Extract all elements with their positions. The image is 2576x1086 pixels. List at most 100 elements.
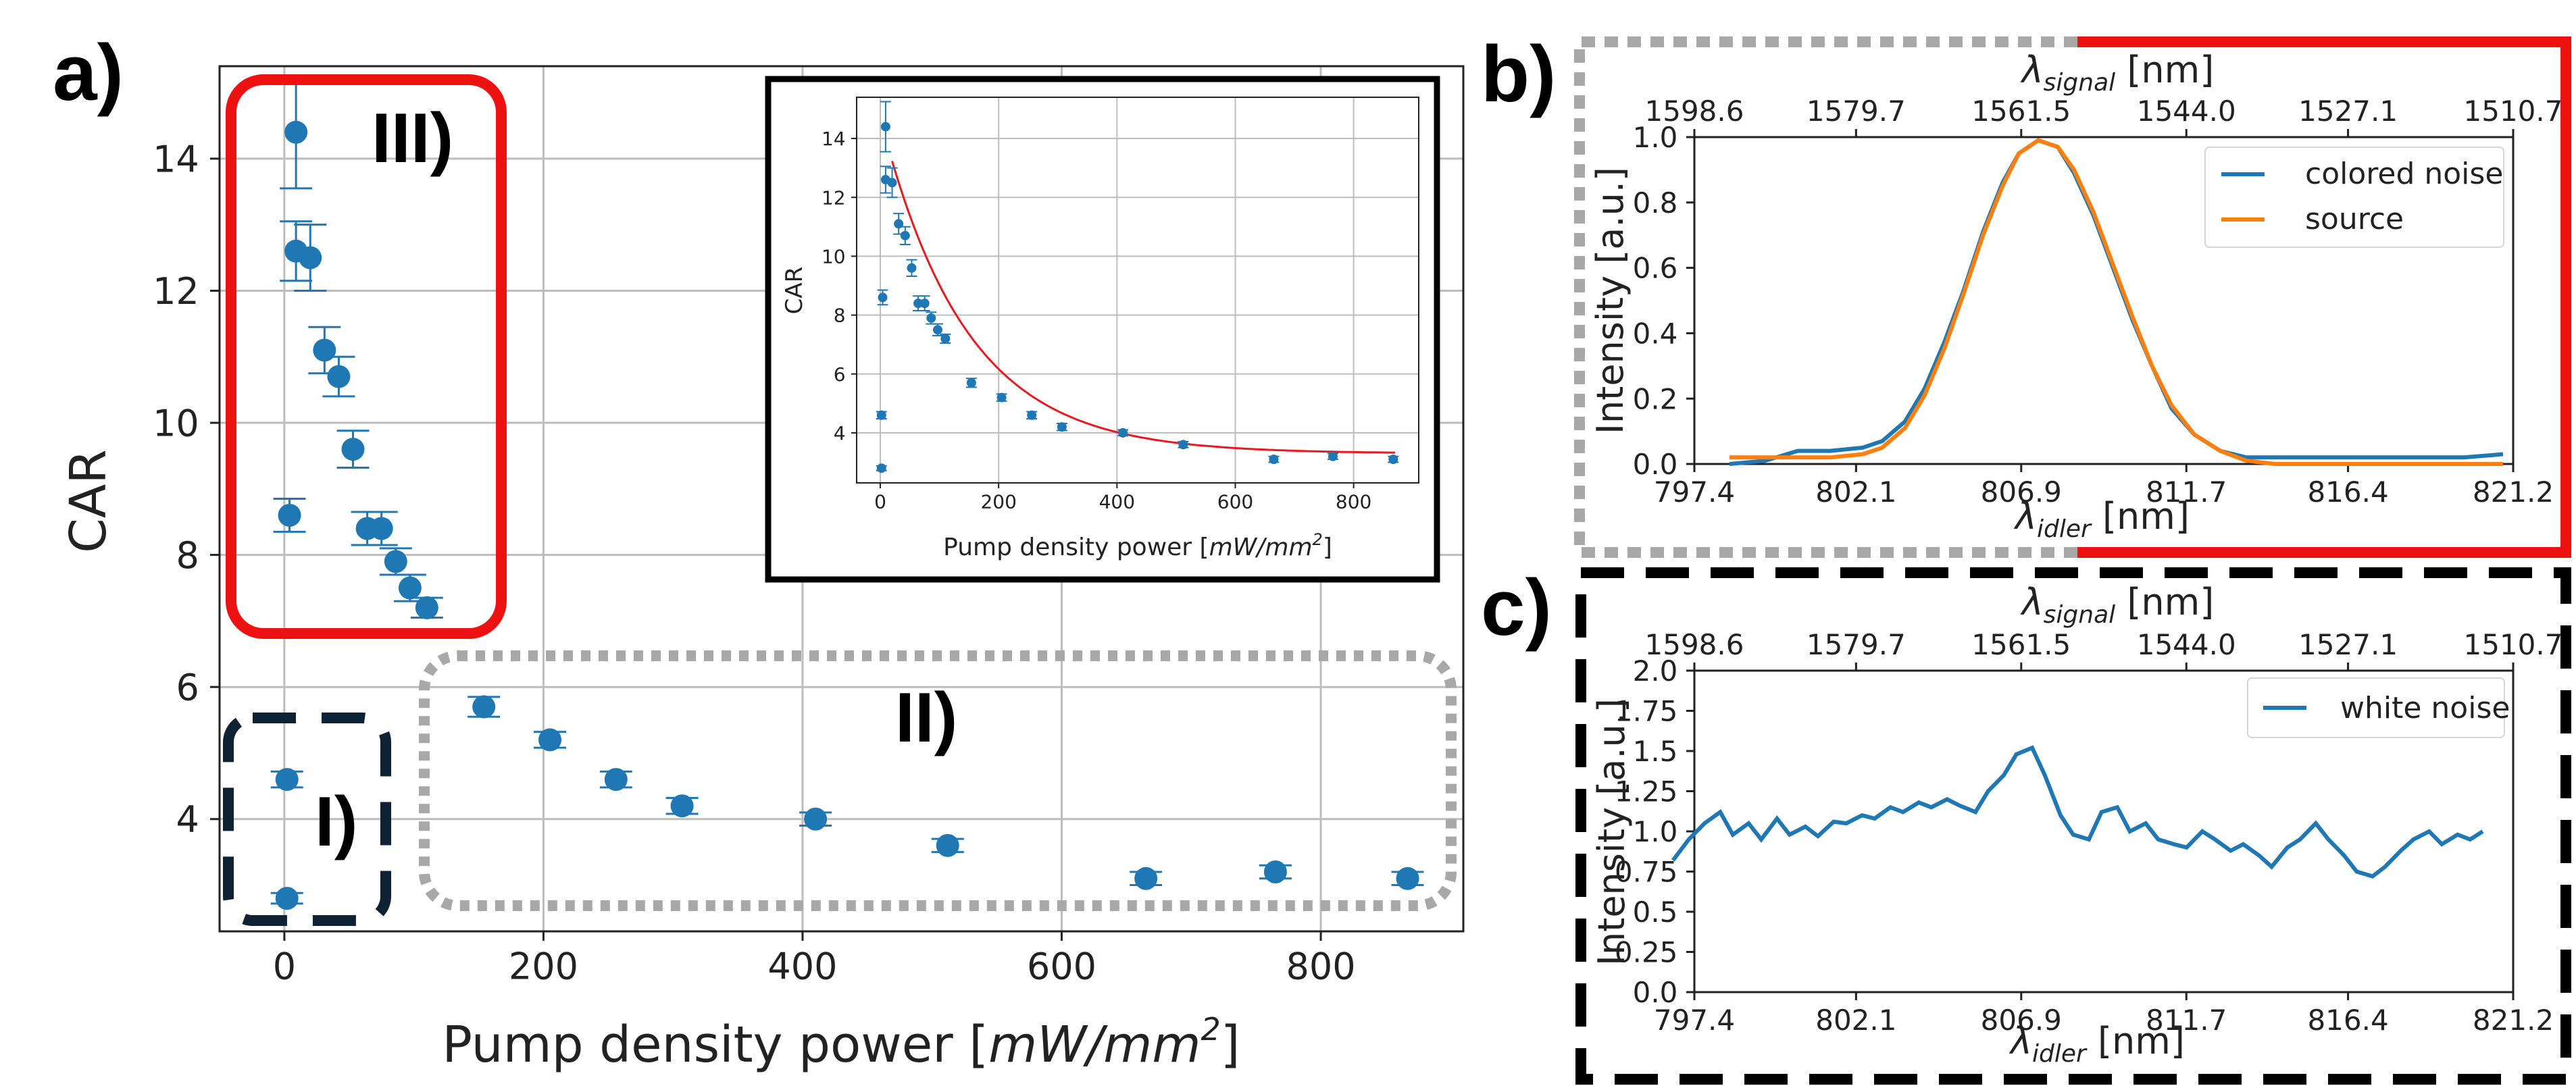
panel-b-y-ticks: 0.0 0.2 0.4 0.6 0.8 1.0 xyxy=(1633,121,1694,481)
data-point xyxy=(913,299,924,309)
panel-label-b: b) xyxy=(1481,30,1556,119)
y-tick-label: 4 xyxy=(834,422,846,444)
data-point xyxy=(919,299,930,309)
x-tick-label: 816.4 xyxy=(2307,1004,2388,1037)
data-point xyxy=(398,576,422,600)
top-tick-label: 1579.7 xyxy=(1807,95,1906,128)
y-tick-label: 14 xyxy=(822,128,846,150)
data-point xyxy=(966,378,976,388)
panel-c-top-axis-label: λsignal [nm] xyxy=(2020,581,2215,629)
x-tick-label: 797.4 xyxy=(1654,475,1735,509)
top-tick-label: 1561.5 xyxy=(1971,95,2071,128)
x-tick-label: 400 xyxy=(1099,490,1135,513)
y-tick-label: 0.4 xyxy=(1633,317,1678,351)
region-III-label: III) xyxy=(372,99,453,178)
x-tick-label: 200 xyxy=(509,946,578,988)
panel-b-red-border xyxy=(2077,36,2571,558)
source-line xyxy=(1729,138,2503,466)
source-legend-label: source xyxy=(2305,202,2404,236)
panel-c-dashed-border xyxy=(1575,567,2571,1085)
x-tick-label: 811.7 xyxy=(2146,1004,2227,1037)
inset-y-ticks: 4 6 8 10 12 14 xyxy=(822,128,857,444)
top-tick-label: 1544.0 xyxy=(2137,95,2236,128)
main-x-ticks: 0 200 400 600 800 xyxy=(273,931,1356,988)
inset-y-axis-label: CAR xyxy=(781,267,808,315)
panel-b-legend: colored noise source xyxy=(2204,147,2504,248)
data-point xyxy=(996,392,1007,403)
panel-c-legend: white noise xyxy=(2247,677,2510,738)
panel-c-top-ticks: 1598.6 1579.7 1561.5 1544.0 1527.1 1510.7 xyxy=(1645,628,2563,671)
panel-label-a: a) xyxy=(53,28,124,118)
main-y-axis-label: CAR xyxy=(59,449,118,553)
data-point xyxy=(538,728,562,752)
y-tick-label: 0.25 xyxy=(1615,936,1678,969)
data-point xyxy=(907,263,917,273)
inset-x-ticks: 0 200 400 600 800 xyxy=(874,483,1371,513)
panel-b-legend-box xyxy=(2204,147,2504,248)
data-point xyxy=(341,438,365,461)
panel-c-x-axis-label: λidler [nm] xyxy=(2009,1020,2185,1068)
data-point xyxy=(940,334,951,344)
y-tick-label: 1.25 xyxy=(1615,775,1678,808)
data-point xyxy=(936,833,959,857)
data-point xyxy=(878,292,888,303)
y-tick-label: 2.0 xyxy=(1633,654,1678,688)
panel-c-y-ticks: 0.0 0.25 0.5 0.75 1.0 1.25 1.5 1.75 2.0 xyxy=(1615,654,1694,1009)
region-III-box xyxy=(226,74,507,639)
x-tick-label: 600 xyxy=(1217,490,1253,513)
y-tick-label: 0.75 xyxy=(1615,856,1678,889)
inset-border xyxy=(765,76,1440,583)
panel-b-plot-frame xyxy=(1693,136,2515,465)
white-noise-line xyxy=(1671,745,2484,879)
panel-b-x-ticks: 797.4 802.1 806.9 811.7 816.4 821.2 xyxy=(1654,464,2554,509)
top-tick-label: 1510.7 xyxy=(2464,628,2563,661)
data-point xyxy=(604,768,628,792)
panel-label-c: c) xyxy=(1481,563,1552,652)
data-point xyxy=(415,596,438,619)
y-tick-label: 10 xyxy=(822,245,846,267)
x-tick-label: 802.1 xyxy=(1815,475,1896,509)
x-tick-label: 816.4 xyxy=(2307,475,2388,509)
data-point xyxy=(1118,428,1128,438)
inset-x-axis-label: Pump density power [mW/mm2] xyxy=(943,530,1332,561)
y-tick-label: 0.0 xyxy=(1633,448,1678,481)
main-y-ticks: 4 6 8 10 12 14 xyxy=(153,138,220,841)
y-tick-label: 0.5 xyxy=(1633,896,1678,929)
data-point xyxy=(313,338,336,362)
data-point xyxy=(1134,867,1158,890)
y-tick-label: 1.5 xyxy=(1633,735,1678,768)
x-tick-label: 600 xyxy=(1027,946,1096,988)
y-tick-label: 1.75 xyxy=(1615,695,1678,728)
y-tick-label: 0.6 xyxy=(1633,252,1678,285)
y-tick-label: 10 xyxy=(153,402,199,444)
region-I-box xyxy=(223,713,391,926)
inset-fit-curve xyxy=(891,161,1396,454)
inset-chart: 0 200 400 600 800 4 6 8 10 12 14 CAR Pump density… xyxy=(765,76,1440,583)
x-tick-label: 806.9 xyxy=(1981,475,2062,509)
panel-b-y-axis-label: Intensity [a.u.] xyxy=(1589,167,1632,434)
data-point xyxy=(926,313,936,323)
y-tick-label: 1.0 xyxy=(1633,815,1678,848)
x-tick-label: 800 xyxy=(1336,490,1371,513)
x-tick-label: 821.2 xyxy=(2473,1004,2554,1037)
data-point xyxy=(887,178,897,188)
top-tick-label: 1544.0 xyxy=(2137,628,2236,661)
main-plot-frame xyxy=(218,65,1465,933)
y-tick-label: 1.0 xyxy=(1633,121,1678,154)
data-point xyxy=(1027,410,1037,420)
data-point xyxy=(804,807,828,831)
data-point xyxy=(384,550,407,573)
data-point xyxy=(370,517,393,540)
data-point xyxy=(472,695,496,719)
data-point xyxy=(1263,860,1287,883)
data-point xyxy=(670,794,694,818)
panel-b-x-axis-label: λidler [nm] xyxy=(2013,495,2190,543)
y-tick-label: 8 xyxy=(834,305,846,327)
region-I-label: I) xyxy=(315,783,358,861)
data-point xyxy=(275,887,299,910)
data-point xyxy=(1057,422,1067,432)
data-point xyxy=(900,230,910,240)
y-tick-label: 0.0 xyxy=(1633,976,1678,1009)
data-point xyxy=(327,365,351,388)
x-tick-label: 800 xyxy=(1286,946,1356,988)
